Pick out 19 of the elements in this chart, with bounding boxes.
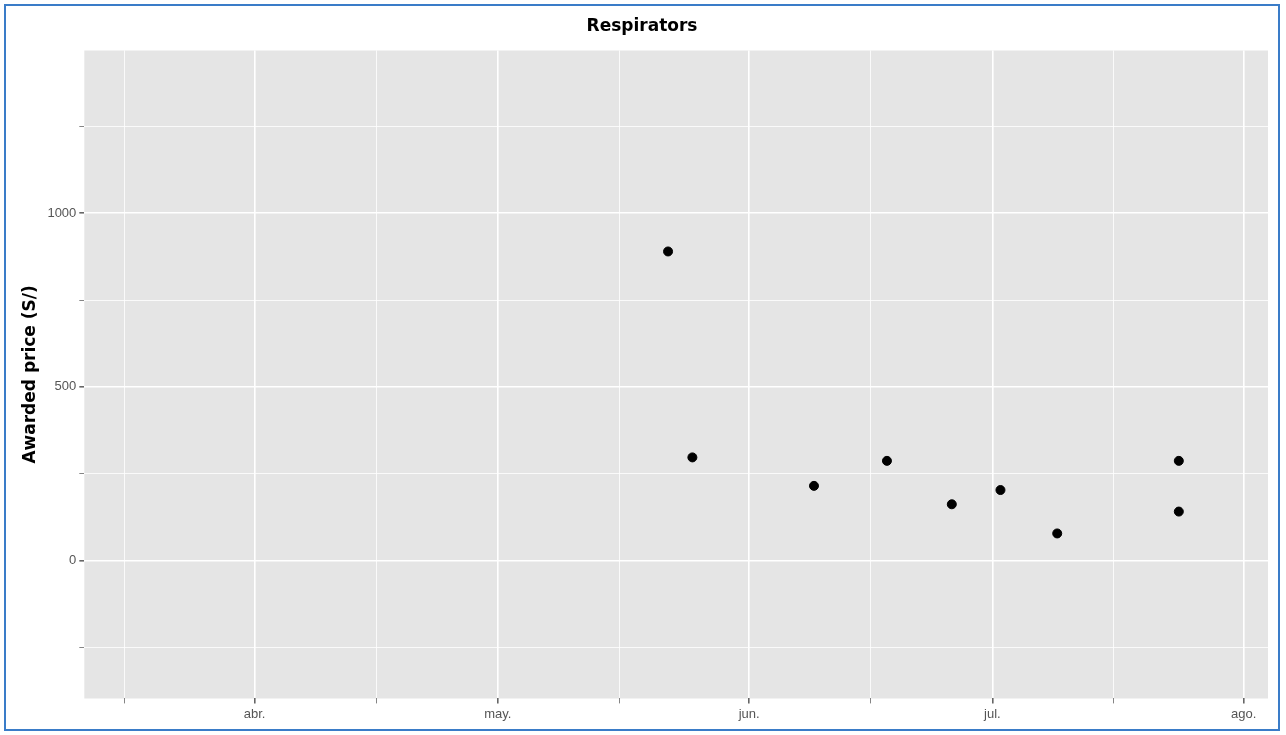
y-axis-title: Awarded price (S/) <box>18 285 39 464</box>
x-tick-label: jun. <box>737 705 760 721</box>
point <box>946 499 957 510</box>
point <box>808 480 819 491</box>
x-tick-label: jul. <box>983 705 1001 721</box>
x-tick-label: ago. <box>1231 705 1257 721</box>
point <box>687 452 698 463</box>
point <box>1173 506 1184 517</box>
x-tick-label: may. <box>484 705 512 721</box>
point <box>663 246 674 257</box>
y-tick-label: 1000 <box>47 204 77 220</box>
point <box>1052 528 1063 539</box>
x-tick-label: abr. <box>243 705 266 721</box>
point <box>1173 455 1184 466</box>
y-tick-label: 500 <box>54 378 77 394</box>
chart-title: Respirators <box>586 14 698 35</box>
point <box>881 455 892 466</box>
y-tick-label: 0 <box>69 552 77 568</box>
point <box>995 485 1006 496</box>
